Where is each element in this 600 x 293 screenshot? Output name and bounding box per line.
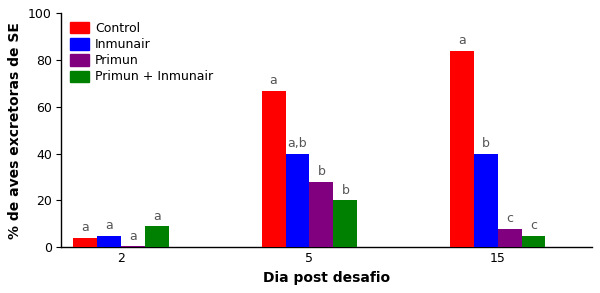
Text: a: a (130, 230, 137, 243)
Text: a: a (154, 210, 161, 223)
Text: c: c (506, 212, 513, 225)
Text: a: a (106, 219, 113, 232)
Text: c: c (530, 219, 537, 232)
Bar (97, 236, 121, 247)
Text: a: a (269, 74, 277, 87)
Text: b: b (317, 165, 325, 178)
Text: a: a (458, 34, 466, 47)
Text: a: a (82, 222, 89, 234)
X-axis label: Dia post desafio: Dia post desafio (263, 271, 390, 285)
Bar (121, 246, 145, 247)
Bar (497, 229, 521, 247)
Text: b: b (341, 184, 349, 197)
Bar (286, 154, 310, 247)
Bar (310, 182, 334, 247)
Text: b: b (482, 137, 490, 150)
Text: a,b: a,b (287, 137, 307, 150)
Bar (334, 200, 358, 247)
Y-axis label: % de aves excretoras de SE: % de aves excretoras de SE (8, 22, 22, 239)
Legend: Control, Inmunair, Primun, Primun + Inmunair: Control, Inmunair, Primun, Primun + Inmu… (68, 20, 216, 86)
Bar (450, 51, 473, 247)
Bar (73, 238, 97, 247)
Bar (262, 91, 286, 247)
Bar (473, 154, 497, 247)
Bar (145, 226, 169, 247)
Bar (521, 236, 545, 247)
